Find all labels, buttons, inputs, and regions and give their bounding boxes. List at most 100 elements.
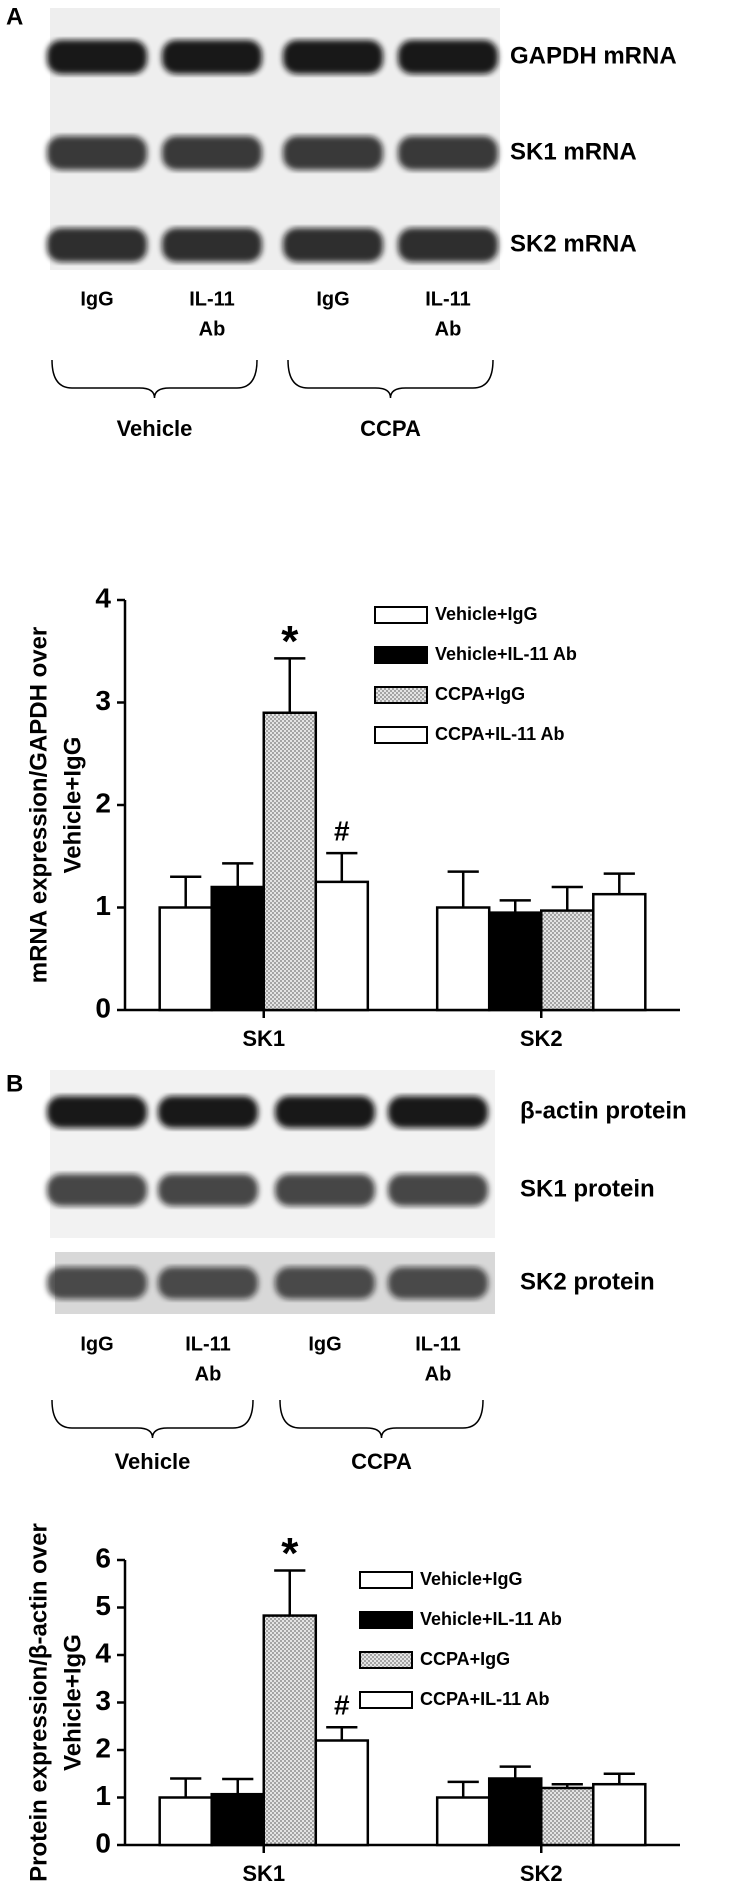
bar bbox=[487, 1777, 543, 1847]
significance-mark: # bbox=[334, 1690, 350, 1721]
blot-label: SK2 protein bbox=[520, 1268, 655, 1295]
legend-swatch bbox=[359, 1611, 413, 1629]
blot-band bbox=[162, 136, 262, 170]
blot-band bbox=[388, 1267, 488, 1299]
bar bbox=[592, 1782, 647, 1847]
lane-label: Ab bbox=[435, 318, 462, 340]
blot-band bbox=[158, 1174, 258, 1206]
bar bbox=[540, 909, 595, 1012]
y-tick-label: 3 bbox=[95, 1685, 111, 1716]
legend-label: Vehicle+IL-11 Ab bbox=[420, 1609, 562, 1629]
legend-label: CCPA+IL-11 Ab bbox=[435, 724, 565, 744]
y-tick-label: 4 bbox=[95, 582, 111, 613]
lane-label: IL-11 bbox=[189, 288, 235, 310]
y-tick-label: 4 bbox=[95, 1637, 111, 1668]
group-label: CCPA bbox=[360, 416, 421, 441]
legend-label: Vehicle+IL-11 Ab bbox=[435, 644, 577, 664]
y-tick-label: 0 bbox=[95, 1827, 111, 1858]
bar bbox=[158, 1796, 213, 1847]
blot-band bbox=[283, 136, 383, 170]
lane-label: IgG bbox=[80, 288, 113, 310]
lane-label: Ab bbox=[195, 1363, 222, 1385]
x-tick-label: SK1 bbox=[242, 1861, 285, 1886]
lane-label: IgG bbox=[316, 288, 349, 310]
significance-mark: * bbox=[281, 1529, 299, 1578]
bracket bbox=[279, 1399, 484, 1439]
blot-band bbox=[47, 1174, 147, 1206]
bracket bbox=[51, 1399, 254, 1439]
significance-mark: # bbox=[334, 816, 350, 847]
x-tick-label: SK1 bbox=[242, 1026, 285, 1051]
lane-label: Ab bbox=[425, 1363, 452, 1385]
lane-label: IL-11 bbox=[415, 1333, 461, 1355]
lane-label: IL-11 bbox=[185, 1333, 231, 1355]
legend-swatch bbox=[359, 1691, 413, 1709]
blot-background bbox=[50, 1070, 495, 1238]
bracket bbox=[287, 359, 494, 399]
blot-band bbox=[162, 228, 262, 262]
legend-label: CCPA+IL-11 Ab bbox=[420, 1689, 550, 1709]
blot-label: GAPDH mRNA bbox=[510, 42, 677, 69]
panel-label: A bbox=[6, 3, 23, 30]
blot-band bbox=[388, 1096, 488, 1128]
y-tick-label: 3 bbox=[95, 685, 111, 716]
blot-label: SK2 mRNA bbox=[510, 230, 637, 257]
legend-label: CCPA+IgG bbox=[435, 684, 525, 704]
lane-label: IgG bbox=[80, 1333, 113, 1355]
legend-swatch bbox=[374, 646, 428, 664]
bar bbox=[314, 1739, 370, 1847]
legend-swatch bbox=[359, 1651, 413, 1669]
y-tick-label: 6 bbox=[95, 1542, 111, 1573]
bar bbox=[262, 1614, 318, 1847]
bar bbox=[314, 880, 370, 1012]
legend-swatch bbox=[374, 686, 428, 704]
bar bbox=[487, 911, 543, 1012]
x-tick-label: SK2 bbox=[520, 1861, 563, 1886]
y-axis-label: mRNA expression/GAPDH over bbox=[25, 627, 52, 984]
blot-band bbox=[283, 40, 383, 74]
y-axis-label: Vehicle+IgG bbox=[59, 1634, 86, 1771]
significance-mark: * bbox=[281, 617, 299, 666]
y-tick-label: 1 bbox=[95, 890, 111, 921]
legend-label: Vehicle+IgG bbox=[435, 604, 538, 624]
bar bbox=[210, 885, 265, 1012]
y-tick-label: 2 bbox=[95, 1732, 111, 1763]
blot-band bbox=[275, 1267, 375, 1299]
blot-label: β-actin protein bbox=[520, 1097, 687, 1124]
bar bbox=[262, 711, 318, 1012]
lane-label: IL-11 bbox=[425, 288, 471, 310]
y-axis-label: Protein expression/β-actin over bbox=[25, 1523, 52, 1882]
blot-band bbox=[398, 136, 498, 170]
blot-band bbox=[47, 1267, 147, 1299]
panel-label: B bbox=[6, 1070, 23, 1097]
blot-band bbox=[158, 1096, 258, 1128]
y-tick-label: 0 bbox=[95, 992, 111, 1023]
legend-swatch bbox=[374, 606, 428, 624]
bar bbox=[540, 1786, 595, 1847]
blot-band bbox=[388, 1174, 488, 1206]
blot-band bbox=[162, 40, 262, 74]
bar bbox=[592, 892, 647, 1012]
blot-band bbox=[275, 1096, 375, 1128]
blot-band bbox=[47, 228, 147, 262]
blot-band bbox=[398, 40, 498, 74]
bracket bbox=[51, 359, 258, 399]
group-label: CCPA bbox=[351, 1449, 412, 1474]
legend-label: Vehicle+IgG bbox=[420, 1569, 523, 1589]
group-label: Vehicle bbox=[117, 416, 193, 441]
lane-label: IgG bbox=[308, 1333, 341, 1355]
group-label: Vehicle bbox=[115, 1449, 191, 1474]
y-tick-label: 5 bbox=[95, 1590, 111, 1621]
bar bbox=[210, 1792, 265, 1847]
lane-label: Ab bbox=[199, 318, 226, 340]
blot-band bbox=[47, 1096, 147, 1128]
x-tick-label: SK2 bbox=[520, 1026, 563, 1051]
blot-label: SK1 protein bbox=[520, 1175, 655, 1202]
blot-band bbox=[275, 1174, 375, 1206]
y-axis-label: Vehicle+IgG bbox=[59, 737, 86, 874]
blot-band bbox=[283, 228, 383, 262]
legend-label: CCPA+IgG bbox=[420, 1649, 510, 1669]
blot-band bbox=[398, 228, 498, 262]
bar bbox=[435, 906, 491, 1012]
